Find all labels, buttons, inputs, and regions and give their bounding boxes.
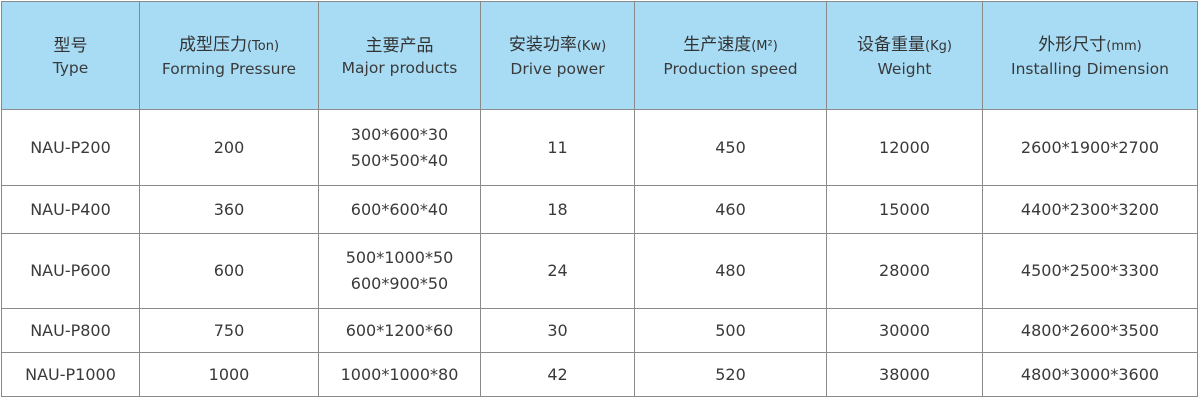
- header-unit: (M²): [751, 38, 778, 54]
- cell-type: NAU-P200: [1, 109, 140, 186]
- header-zh: 成型压力: [178, 34, 247, 55]
- product-size: 1000*1000*80: [340, 364, 459, 384]
- cell-products: 1000*1000*80: [318, 352, 481, 397]
- cell-power: 18: [480, 185, 635, 234]
- cell-pressure: 600: [139, 233, 319, 309]
- cell-dimension: 4400*2300*3200: [982, 185, 1198, 234]
- cell-speed: 450: [634, 109, 827, 186]
- cell-dimension: 4500*2500*3300: [982, 233, 1198, 309]
- product-size: 600*1200*60: [345, 320, 454, 340]
- cell-weight: 38000: [826, 352, 983, 397]
- header-row: 型号 Type 成型压力(Ton) Forming Pressure 主要产品 …: [1, 1, 1198, 110]
- header-zh: 主要产品: [365, 35, 434, 56]
- cell-pressure: 1000: [139, 352, 319, 397]
- header-en: Major products: [341, 58, 458, 77]
- header-forming-pressure: 成型压力(Ton) Forming Pressure: [139, 1, 319, 110]
- cell-weight: 15000: [826, 185, 983, 234]
- header-unit: (Kw): [576, 38, 607, 54]
- cell-dimension: 4800*3000*3600: [982, 352, 1198, 397]
- header-zh: 安装功率: [508, 34, 577, 55]
- header-en: Drive power: [510, 59, 605, 78]
- header-weight: 设备重量(Kg) Weight: [826, 1, 983, 110]
- cell-power: 24: [480, 233, 635, 309]
- cell-power: 30: [480, 308, 635, 353]
- cell-speed: 500: [634, 308, 827, 353]
- product-size: 500*500*40: [350, 150, 449, 170]
- header-en: Type: [52, 58, 89, 77]
- cell-speed: 480: [634, 233, 827, 309]
- cell-products: 600*600*40: [318, 185, 481, 234]
- table-row: NAU-P400 360 600*600*40 18 460 15000 440…: [1, 185, 1198, 234]
- header-major-products: 主要产品 Major products: [318, 1, 481, 110]
- cell-power: 42: [480, 352, 635, 397]
- header-zh: 生产速度: [683, 34, 752, 55]
- header-production-speed: 生产速度(M²) Production speed: [634, 1, 827, 110]
- cell-dimension: 2600*1900*2700: [982, 109, 1198, 186]
- product-size: 300*600*30: [350, 124, 449, 144]
- header-unit: (Kg): [925, 38, 952, 54]
- table-row: NAU-P200 200 300*600*30 500*500*40 11 45…: [1, 109, 1198, 186]
- table-row: NAU-P800 750 600*1200*60 30 500 30000 48…: [1, 308, 1198, 353]
- header-zh: 外形尺寸: [1038, 34, 1107, 55]
- header-en: Installing Dimension: [1011, 59, 1169, 78]
- cell-pressure: 360: [139, 185, 319, 234]
- cell-type: NAU-P600: [1, 233, 140, 309]
- header-en: Production speed: [663, 59, 798, 78]
- table-row: NAU-P1000 1000 1000*1000*80 42 520 38000…: [1, 352, 1198, 397]
- cell-speed: 520: [634, 352, 827, 397]
- cell-products: 600*1200*60: [318, 308, 481, 353]
- cell-dimension: 4800*2600*3500: [982, 308, 1198, 353]
- cell-weight: 28000: [826, 233, 983, 309]
- cell-power: 11: [480, 109, 635, 186]
- header-installing-dimension: 外形尺寸(mm) Installing Dimension: [982, 1, 1198, 110]
- header-drive-power: 安装功率(Kw) Drive power: [480, 1, 635, 110]
- cell-products: 300*600*30 500*500*40: [318, 109, 481, 186]
- cell-products: 500*1000*50 600*900*50: [318, 233, 481, 309]
- cell-weight: 30000: [826, 308, 983, 353]
- cell-weight: 12000: [826, 109, 983, 186]
- header-unit: (Ton): [246, 38, 280, 54]
- cell-pressure: 750: [139, 308, 319, 353]
- header-type: 型号 Type: [1, 1, 140, 110]
- product-size: 600*900*50: [350, 274, 449, 293]
- product-size: 600*600*40: [350, 199, 449, 219]
- header-zh: 型号: [53, 35, 88, 56]
- product-size: 500*1000*50: [345, 248, 454, 267]
- cell-speed: 460: [634, 185, 827, 234]
- cell-type: NAU-P400: [1, 185, 140, 234]
- header-en: Weight: [877, 59, 932, 78]
- header-unit: (mm): [1106, 38, 1142, 54]
- cell-pressure: 200: [139, 109, 319, 186]
- header-zh: 设备重量: [857, 34, 926, 55]
- table-row: NAU-P600 600 500*1000*50 600*900*50 24 4…: [1, 233, 1198, 309]
- header-en: Forming Pressure: [161, 59, 297, 78]
- cell-type: NAU-P1000: [1, 352, 140, 397]
- cell-type: NAU-P800: [1, 308, 140, 353]
